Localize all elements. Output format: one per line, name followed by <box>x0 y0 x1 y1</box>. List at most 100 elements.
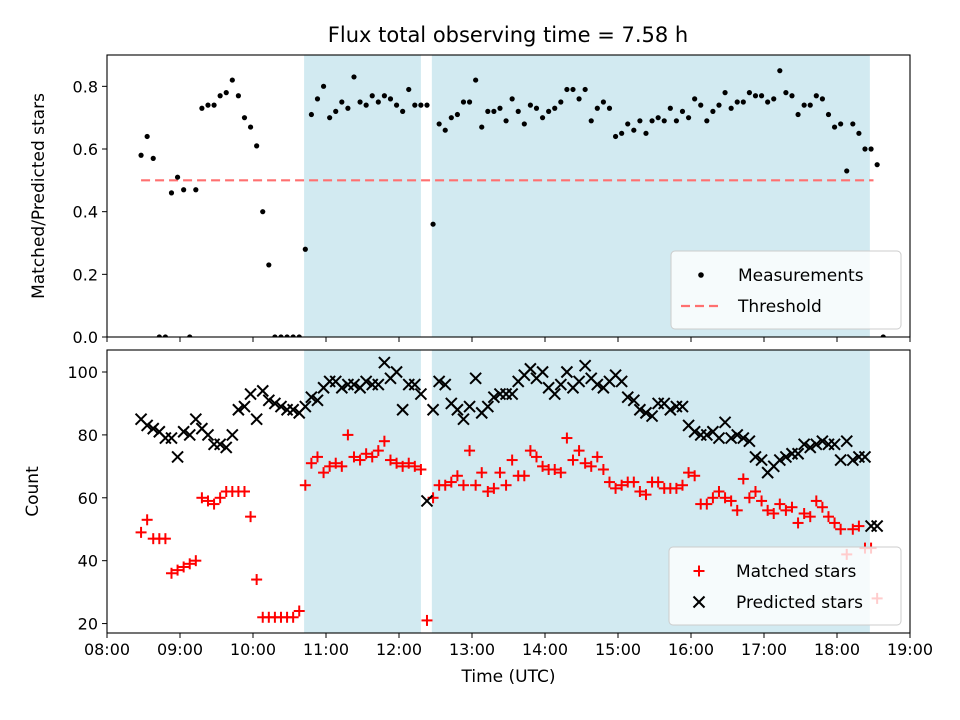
data-point <box>603 476 615 488</box>
data-point <box>844 168 850 174</box>
data-point <box>555 467 567 479</box>
data-point <box>244 387 257 401</box>
data-point <box>196 492 208 504</box>
x-tick-label: 18:00 <box>814 640 860 659</box>
data-point-b <box>432 375 446 388</box>
data-point <box>643 130 649 136</box>
data-point <box>619 130 625 136</box>
data-point <box>418 102 424 108</box>
data-point <box>746 90 753 96</box>
data-point <box>378 435 390 447</box>
data-point <box>838 121 844 127</box>
data-point <box>807 102 813 108</box>
data-point <box>870 519 884 533</box>
data-point-b <box>804 441 817 454</box>
data-point <box>286 403 300 416</box>
data-point <box>621 390 634 404</box>
data-point-b <box>621 390 634 404</box>
data-point <box>135 526 147 538</box>
data-point-b <box>226 428 239 442</box>
data-point <box>548 387 561 401</box>
data-point <box>560 365 574 379</box>
data-point-b <box>834 453 847 467</box>
data-point <box>360 448 372 460</box>
data-point <box>783 90 789 96</box>
y-tick-label: 0.0 <box>73 328 98 347</box>
data-point <box>804 511 816 523</box>
y-axis-label: Matched/Predicted stars <box>29 93 49 299</box>
data-point-b <box>153 425 166 438</box>
x-tick-label: 19:00 <box>887 640 933 659</box>
data-point-b <box>286 403 300 416</box>
x-tick-label: 15:00 <box>595 640 641 659</box>
data-point <box>238 400 251 413</box>
data-point-b <box>408 378 422 391</box>
data-point <box>652 476 664 488</box>
legend-box <box>670 250 902 330</box>
observing-window-shade <box>304 350 421 633</box>
data-point <box>469 372 482 385</box>
legend-marker-x-b <box>692 595 706 609</box>
data-point <box>634 486 646 497</box>
data-point <box>189 412 203 426</box>
data-point <box>333 108 339 114</box>
data-point-b <box>426 403 440 416</box>
data-point <box>430 221 436 227</box>
data-point <box>241 115 248 121</box>
data-point <box>183 428 196 442</box>
data-point-b <box>329 375 342 388</box>
data-point <box>700 428 714 442</box>
data-point-b <box>378 356 391 369</box>
data-point <box>846 453 860 467</box>
data-point <box>537 460 549 472</box>
data-point-b <box>633 403 647 416</box>
data-point <box>302 246 308 252</box>
data-point <box>397 460 409 472</box>
data-point <box>707 492 719 504</box>
data-point <box>439 479 451 491</box>
data-point <box>704 118 710 124</box>
data-point-b <box>609 368 622 382</box>
data-point <box>426 403 440 416</box>
y-tick-label: 100 <box>67 363 98 382</box>
data-point-b <box>731 428 744 442</box>
data-point <box>670 482 682 494</box>
data-point <box>558 99 564 105</box>
data-point <box>141 514 153 526</box>
data-point <box>639 406 653 420</box>
data-point <box>144 133 150 140</box>
data-point-b <box>645 409 659 423</box>
data-point <box>487 390 501 404</box>
data-point-b <box>828 438 841 451</box>
data-point <box>378 356 391 369</box>
data-point-b <box>232 403 245 416</box>
data-point <box>140 419 154 432</box>
data-point <box>287 611 299 623</box>
data-point <box>318 467 330 479</box>
data-point-b <box>414 387 428 401</box>
data-point-b <box>463 400 476 413</box>
data-point <box>299 400 312 413</box>
data-point <box>457 479 469 491</box>
data-point <box>774 498 786 510</box>
data-point <box>515 108 521 114</box>
data-point <box>262 394 276 407</box>
data-point <box>147 422 160 435</box>
data-point <box>539 115 546 121</box>
data-point <box>390 365 403 379</box>
data-point <box>165 567 177 579</box>
data-point <box>354 454 366 466</box>
data-point <box>381 93 387 99</box>
data-point-b <box>256 384 269 398</box>
data-point <box>868 146 874 152</box>
data-point <box>819 96 826 102</box>
data-point <box>847 523 859 535</box>
data-point <box>485 108 491 114</box>
data-point-b <box>359 375 373 388</box>
axes-frame <box>106 54 911 338</box>
y-tick-label: 40 <box>78 552 98 571</box>
y-tick-label: 80 <box>78 426 98 445</box>
x-tick-label: 09:00 <box>157 640 203 659</box>
data-point-b <box>195 422 209 435</box>
data-point-b <box>560 365 574 379</box>
